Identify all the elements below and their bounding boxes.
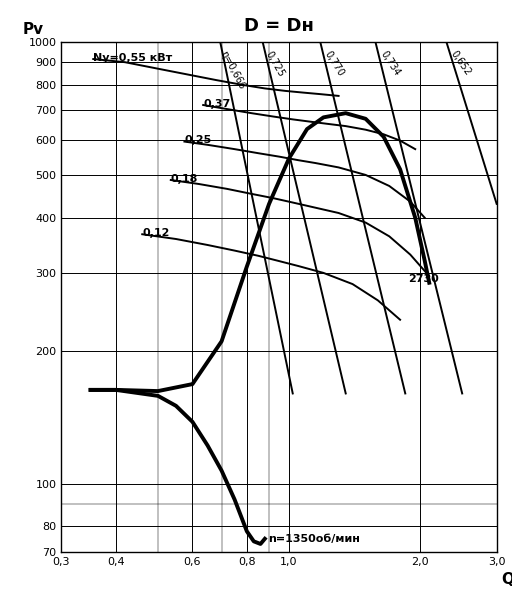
- Text: 0,734: 0,734: [378, 49, 402, 78]
- Text: 0,725: 0,725: [264, 49, 286, 79]
- Text: Nу=0,55 кВт: Nу=0,55 кВт: [93, 53, 173, 63]
- Text: 0,12: 0,12: [142, 227, 169, 238]
- Text: Pv: Pv: [23, 22, 44, 37]
- Text: 0,18: 0,18: [171, 174, 198, 184]
- Text: 0,37: 0,37: [203, 98, 230, 109]
- Text: η=0,666: η=0,666: [219, 49, 247, 91]
- Text: Q: Q: [501, 572, 512, 587]
- Text: n=1350об/мин: n=1350об/мин: [268, 534, 360, 544]
- Text: 2730: 2730: [408, 274, 439, 284]
- Title: D = Dн: D = Dн: [244, 17, 314, 35]
- Text: 0,25: 0,25: [184, 135, 211, 145]
- Text: 0,652: 0,652: [449, 49, 473, 77]
- Text: 0,770: 0,770: [323, 49, 346, 78]
